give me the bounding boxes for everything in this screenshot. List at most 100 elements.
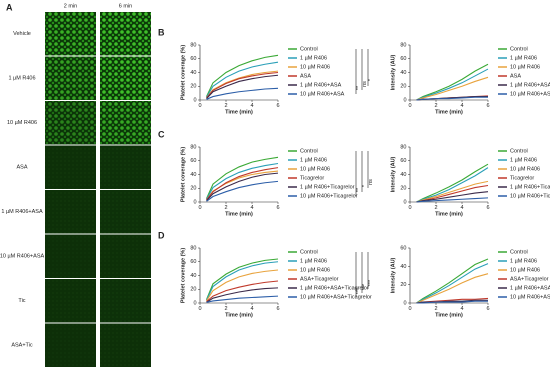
- y-axis-title: Platelet coverage (%): [180, 147, 186, 202]
- y-tick-label: 0: [193, 199, 196, 205]
- data-line: [206, 172, 279, 202]
- x-axis-title: Time (min): [435, 312, 463, 318]
- x-tick-label: 4: [250, 205, 253, 211]
- data-line: [416, 273, 489, 304]
- legend-label: ASA: [510, 73, 521, 79]
- x-axis-title: Time (min): [435, 109, 463, 115]
- legend-label: 1 µM R406+Ticagrelor: [510, 184, 550, 190]
- x-tick-label: 0: [198, 103, 201, 109]
- data-line: [206, 295, 279, 303]
- column-header: 6 min: [119, 3, 132, 9]
- data-line: [416, 263, 489, 304]
- row-label: 1 µM R406+ASA: [1, 209, 43, 215]
- x-tick-label: 2: [434, 306, 437, 312]
- x-tick-label: 2: [224, 103, 227, 109]
- x-axis-title: Time (min): [225, 312, 253, 318]
- legend-label: 10 µM R406+ASA: [300, 91, 345, 97]
- y-axis-title: Platelet coverage (%): [180, 45, 186, 100]
- micrograph-signal: [100, 234, 151, 278]
- micrograph-signal: [45, 323, 96, 367]
- legend-label: 1 µM R406+ASA: [510, 82, 550, 88]
- significance-label: ns: [368, 179, 374, 185]
- x-axis-title: Time (min): [435, 211, 463, 217]
- y-tick-label: 60: [190, 56, 196, 62]
- legend-label: ASA+Ticagrelor: [510, 276, 549, 282]
- legend-label: 1 µM R406+ASA+Ticagrelor: [300, 285, 369, 291]
- y-tick-label: 60: [190, 158, 196, 164]
- y-tick-label: 20: [400, 282, 406, 288]
- legend-label: 10 µM R406+ASA: [510, 91, 550, 97]
- y-tick-label: 40: [190, 70, 196, 76]
- row-label: 1 µM R406: [8, 76, 35, 82]
- panel-label: A: [6, 2, 13, 12]
- x-axis-title: Time (min): [225, 109, 253, 115]
- micrograph-signal: [45, 279, 96, 323]
- legend-label: Control: [510, 148, 528, 154]
- data-line: [206, 269, 279, 302]
- y-tick-label: 80: [400, 42, 406, 48]
- data-line: [205, 156, 279, 199]
- y-tick-label: 80: [400, 144, 406, 150]
- x-tick-label: 6: [486, 306, 489, 312]
- data-line: [416, 197, 489, 203]
- data-line: [206, 61, 279, 98]
- x-tick-label: 6: [276, 205, 279, 211]
- micrograph-signal: [100, 145, 151, 189]
- y-tick-label: 40: [400, 264, 406, 270]
- y-tick-label: 20: [190, 84, 196, 90]
- x-axis-title: Time (min): [225, 211, 253, 217]
- legend-label: 1 µM R406+ASA: [300, 82, 342, 88]
- micrograph-signal: [100, 101, 151, 145]
- legend-label: 1 µM R406: [510, 157, 537, 163]
- row-label: Vehicle: [13, 31, 31, 37]
- y-tick-label: 60: [190, 259, 196, 265]
- legend-label: 10 µM R406: [510, 166, 540, 172]
- data-line: [416, 299, 488, 304]
- x-tick-label: 2: [434, 205, 437, 211]
- legend-label: Control: [300, 148, 318, 154]
- x-tick-label: 0: [198, 205, 201, 211]
- legend-label: 1 µM R406+ASA+Ticagrelor: [510, 285, 550, 291]
- x-tick-label: 4: [250, 103, 253, 109]
- y-tick-label: 40: [190, 172, 196, 178]
- data-line: [416, 76, 489, 101]
- y-axis-title: Platelet coverage (%): [180, 248, 186, 303]
- data-line: [416, 191, 489, 203]
- image-grid: 2 min 6 min Vehicle 1 µM R406 10 µM R406 ASA 1…: [0, 3, 151, 367]
- x-tick-label: 0: [408, 205, 411, 211]
- legend-label: 1 µM R406: [300, 157, 327, 163]
- data-line: [206, 180, 279, 202]
- x-tick-label: 0: [198, 306, 201, 312]
- row-label: ASA: [16, 165, 27, 171]
- legend-label: Control: [300, 249, 318, 255]
- legend-label: 1 µM R406+Ticagrelor: [300, 184, 355, 190]
- significance-label: **: [356, 85, 362, 90]
- data-line: [206, 70, 279, 99]
- x-tick-label: 6: [276, 103, 279, 109]
- data-line: [416, 68, 489, 101]
- data-line: [416, 163, 489, 203]
- legend-label: 10 µM R406+ASA+Ticagrelor: [300, 294, 372, 300]
- significance-label: ns: [362, 81, 368, 87]
- legend-label: 10 µM R406: [510, 267, 540, 273]
- y-axis-title: Intensity (AU): [390, 257, 396, 293]
- micrograph-signal: [100, 279, 151, 323]
- micrograph-signal: [100, 190, 151, 234]
- micrograph-signal: [45, 12, 96, 56]
- data-line: [205, 258, 279, 300]
- micrograph-signal: [45, 56, 96, 100]
- significance-label: ***: [362, 283, 368, 290]
- data-line: [206, 261, 279, 301]
- row-label: 10 µM R406+ASA: [0, 254, 44, 260]
- micrograph-signal: [45, 234, 96, 278]
- data-line: [206, 280, 279, 303]
- legend-label: 10 µM R406: [510, 64, 540, 70]
- y-tick-label: 40: [190, 273, 196, 279]
- legend-label: ASA+Ticagrelor: [300, 276, 339, 282]
- y-tick-label: 20: [190, 287, 196, 293]
- data-line: [206, 162, 279, 200]
- x-tick-label: 6: [276, 306, 279, 312]
- y-tick-label: 20: [400, 186, 406, 192]
- micrograph-signal: [45, 145, 96, 189]
